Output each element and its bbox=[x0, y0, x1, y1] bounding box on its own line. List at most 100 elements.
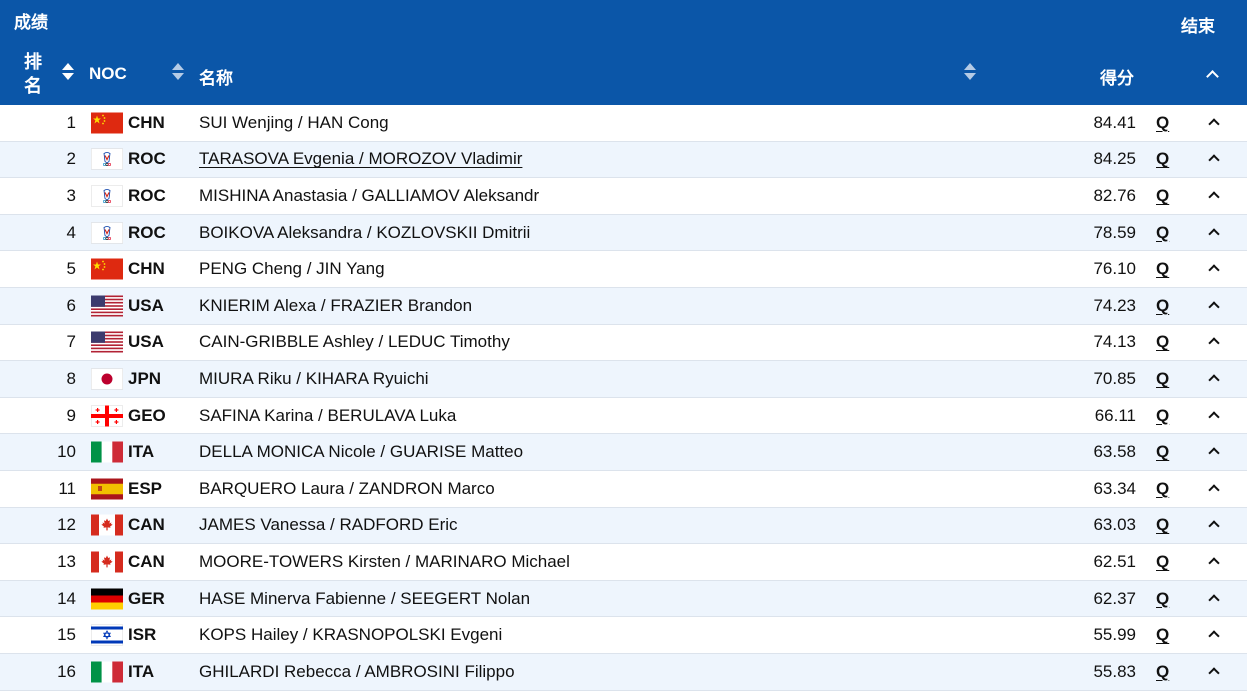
athlete-names-link[interactable]: HASE Minerva Fabienne / SEEGERT Nolan bbox=[199, 588, 531, 608]
qualified-badge: Q bbox=[1156, 368, 1170, 388]
athlete-names-link[interactable]: SUI Wenjing / HAN Cong bbox=[199, 112, 389, 132]
noc-cell[interactable]: CHN bbox=[128, 112, 165, 132]
expand-row-icon[interactable] bbox=[1208, 186, 1220, 206]
sort-noc-icon[interactable] bbox=[172, 62, 184, 82]
expand-row-icon[interactable] bbox=[1208, 149, 1220, 169]
expand-row-icon[interactable] bbox=[1208, 442, 1220, 462]
sort-rank-icon[interactable] bbox=[62, 62, 74, 82]
flag-isr-icon bbox=[91, 624, 123, 646]
noc-cell[interactable]: ISR bbox=[128, 625, 157, 645]
score-cell: 74.13 bbox=[1093, 332, 1136, 352]
athlete-names-link[interactable]: JAMES Vanessa / RADFORD Eric bbox=[199, 515, 458, 535]
table-row[interactable]: 4 ROC BOIKOVA Aleksandra / KOZLOVSKII Dm… bbox=[0, 214, 1247, 252]
flag-roc-icon bbox=[91, 185, 123, 207]
noc-cell[interactable]: USA bbox=[128, 332, 164, 352]
qualified-badge: Q bbox=[1156, 259, 1170, 279]
expand-row-icon[interactable] bbox=[1208, 406, 1220, 426]
table-row[interactable]: 11 ESP BARQUERO Laura / ZANDRON Marco 63… bbox=[0, 471, 1247, 508]
athlete-names-link[interactable]: MIURA Riku / KIHARA Ryuichi bbox=[199, 368, 429, 388]
expand-row-icon[interactable] bbox=[1208, 223, 1220, 243]
noc-cell[interactable]: ROC bbox=[128, 185, 166, 205]
qualified-badge: Q bbox=[1156, 295, 1170, 315]
score-cell: 55.99 bbox=[1093, 625, 1136, 645]
noc-cell[interactable]: CAN bbox=[128, 515, 165, 535]
table-row[interactable]: 8 JPN MIURA Riku / KIHARA Ryuichi 70.85 … bbox=[0, 361, 1247, 398]
noc-cell[interactable]: ROC bbox=[128, 222, 166, 242]
expand-row-icon[interactable] bbox=[1208, 552, 1220, 572]
athlete-names-link[interactable]: KOPS Hailey / KRASNOPOLSKI Evgeni bbox=[199, 625, 503, 645]
collapse-all-icon[interactable] bbox=[1206, 68, 1219, 86]
expand-row-icon[interactable] bbox=[1208, 625, 1220, 645]
sort-name-icon[interactable] bbox=[964, 62, 976, 82]
athlete-names-link[interactable]: MISHINA Anastasia / GALLIAMOV Aleksandr bbox=[199, 185, 540, 205]
flag-esp-icon bbox=[91, 478, 123, 500]
results-header: 成绩 结束 排名 NOC 名称 得分 bbox=[0, 0, 1247, 105]
table-row[interactable]: 5 CHN PENG Cheng / JIN Yang 76.10 Q bbox=[0, 251, 1247, 288]
score-cell: 82.76 bbox=[1093, 185, 1136, 205]
athlete-names-link[interactable]: DELLA MONICA Nicole / GUARISE Matteo bbox=[199, 442, 524, 462]
expand-row-icon[interactable] bbox=[1208, 515, 1220, 535]
expand-row-icon[interactable] bbox=[1208, 332, 1220, 352]
expand-row-icon[interactable] bbox=[1208, 259, 1220, 279]
flag-chn-icon bbox=[91, 112, 123, 134]
expand-row-icon[interactable] bbox=[1208, 479, 1220, 499]
expand-row-icon[interactable] bbox=[1208, 296, 1220, 316]
column-name-header[interactable]: 名称 bbox=[199, 69, 233, 88]
table-row[interactable]: 3 ROC MISHINA Anastasia / GALLIAMOV Alek… bbox=[0, 178, 1247, 215]
noc-cell[interactable]: CHN bbox=[128, 259, 165, 279]
noc-cell[interactable]: USA bbox=[128, 295, 164, 315]
athlete-names-link[interactable]: BARQUERO Laura / ZANDRON Marco bbox=[199, 478, 495, 498]
qualified-badge: Q bbox=[1156, 551, 1170, 571]
noc-cell[interactable]: GER bbox=[128, 588, 165, 608]
athlete-names-link[interactable]: TARASOVA Evgenia / MOROZOV Vladimir bbox=[199, 149, 523, 169]
noc-cell[interactable]: ROC bbox=[128, 149, 166, 169]
event-status: 结束 bbox=[1181, 17, 1215, 36]
rank-cell: 7 bbox=[66, 332, 76, 352]
noc-cell[interactable]: ITA bbox=[128, 442, 155, 462]
rank-cell: 16 bbox=[57, 661, 76, 681]
table-row[interactable]: 13 CAN MOORE-TOWERS Kirsten / MARINARO M… bbox=[0, 544, 1247, 581]
athlete-names-link[interactable]: MOORE-TOWERS Kirsten / MARINARO Michael bbox=[199, 551, 570, 571]
rank-cell: 13 bbox=[57, 551, 76, 571]
expand-row-icon[interactable] bbox=[1208, 589, 1220, 609]
athlete-names-link[interactable]: KNIERIM Alexa / FRAZIER Brandon bbox=[199, 295, 473, 315]
rank-cell: 6 bbox=[66, 295, 76, 315]
athlete-names-link[interactable]: CAIN-GRIBBLE Ashley / LEDUC Timothy bbox=[199, 332, 510, 352]
table-row[interactable]: 7 USA CAIN-GRIBBLE Ashley / LEDUC Timoth… bbox=[0, 325, 1247, 362]
noc-cell[interactable]: CAN bbox=[128, 551, 165, 571]
score-cell: 63.58 bbox=[1093, 442, 1136, 462]
rank-cell: 11 bbox=[58, 478, 76, 498]
qualified-badge: Q bbox=[1156, 149, 1170, 169]
table-row[interactable]: 15 ISR KOPS Hailey / KRASNOPOLSKI Evgeni… bbox=[0, 617, 1247, 654]
table-row[interactable]: 2 ROC TARASOVA Evgenia / MOROZOV Vladimi… bbox=[0, 141, 1247, 179]
flag-usa-icon bbox=[91, 331, 123, 353]
table-row[interactable]: 12 CAN JAMES Vanessa / RADFORD Eric 63.0… bbox=[0, 507, 1247, 545]
flag-can-icon bbox=[91, 514, 123, 536]
table-row[interactable]: 9 GEO SAFINA Karina / BERULAVA Luka 66.1… bbox=[0, 398, 1247, 435]
rank-cell: 4 bbox=[66, 222, 76, 242]
athlete-names-link[interactable]: PENG Cheng / JIN Yang bbox=[199, 259, 385, 279]
score-cell: 55.83 bbox=[1093, 661, 1136, 681]
table-row[interactable]: 16 ITA GHILARDI Rebecca / AMBROSINI Fili… bbox=[0, 653, 1247, 691]
expand-row-icon[interactable] bbox=[1208, 662, 1220, 682]
column-noc-header[interactable]: NOC bbox=[89, 64, 127, 83]
noc-cell[interactable]: ESP bbox=[128, 478, 163, 498]
qualified-badge: Q bbox=[1156, 332, 1170, 352]
table-row[interactable]: 6 USA KNIERIM Alexa / FRAZIER Brandon 74… bbox=[0, 287, 1247, 325]
noc-cell[interactable]: ITA bbox=[128, 661, 155, 681]
table-row[interactable]: 1 CHN SUI Wenjing / HAN Cong 84.41 Q bbox=[0, 105, 1247, 142]
qualified-badge: Q bbox=[1156, 478, 1170, 498]
athlete-names-link[interactable]: SAFINA Karina / BERULAVA Luka bbox=[199, 405, 457, 425]
rank-cell: 14 bbox=[57, 588, 76, 608]
expand-row-icon[interactable] bbox=[1208, 369, 1220, 389]
table-row[interactable]: 10 ITA DELLA MONICA Nicole / GUARISE Mat… bbox=[0, 434, 1247, 471]
noc-cell[interactable]: JPN bbox=[128, 368, 162, 388]
flag-ita-icon bbox=[91, 661, 123, 683]
athlete-names-link[interactable]: BOIKOVA Aleksandra / KOZLOVSKII Dmitrii bbox=[199, 222, 531, 242]
column-rank-header[interactable]: 排名 bbox=[24, 52, 42, 96]
expand-row-icon[interactable] bbox=[1208, 113, 1220, 133]
noc-cell[interactable]: GEO bbox=[128, 405, 166, 425]
athlete-names-link[interactable]: GHILARDI Rebecca / AMBROSINI Filippo bbox=[199, 661, 515, 681]
qualified-badge: Q bbox=[1156, 515, 1170, 535]
table-row[interactable]: 14 GER HASE Minerva Fabienne / SEEGERT N… bbox=[0, 580, 1247, 618]
